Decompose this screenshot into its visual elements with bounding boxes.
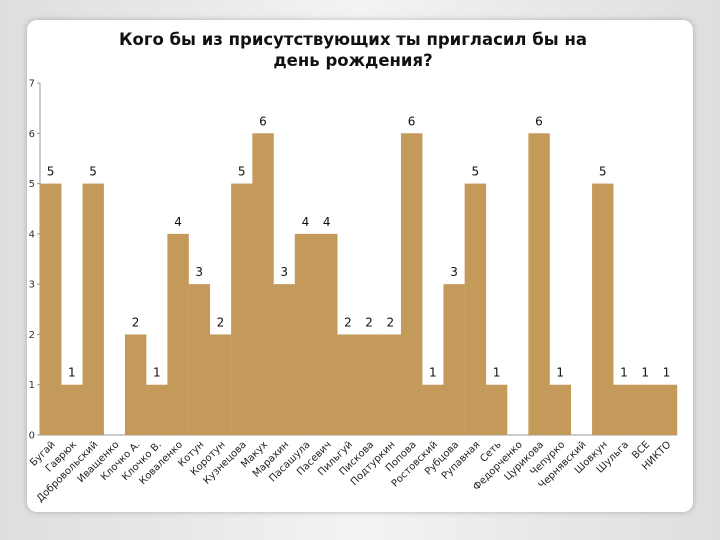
chart-bars	[40, 133, 678, 435]
data-label: 5	[89, 165, 97, 179]
data-label: 3	[195, 265, 203, 279]
data-label: 1	[429, 366, 437, 380]
data-label: 1	[556, 366, 564, 380]
bar	[146, 384, 168, 435]
data-label: 5	[599, 165, 607, 179]
data-label: 2	[387, 315, 395, 329]
data-label: 6	[408, 114, 416, 128]
y-tick-label: 1	[29, 380, 35, 391]
bar	[316, 233, 338, 435]
y-tick-label: 4	[29, 229, 35, 240]
bar	[273, 284, 295, 435]
bar	[528, 133, 550, 435]
y-tick-label: 0	[29, 431, 35, 442]
data-label: 5	[471, 165, 479, 179]
data-label: 4	[174, 215, 182, 229]
data-label: 2	[344, 315, 352, 329]
y-tick-label: 5	[29, 179, 35, 190]
data-label: 6	[535, 114, 543, 128]
bar	[485, 384, 508, 435]
data-label: 2	[217, 315, 225, 329]
data-label: 2	[132, 315, 140, 329]
data-label: 5	[238, 165, 246, 179]
data-label: 5	[47, 165, 55, 179]
bar	[634, 384, 656, 435]
data-label: 2	[365, 315, 373, 329]
bar-chart: Кого бы из присутствующих ты пригласил б…	[28, 30, 678, 505]
bar	[358, 334, 380, 435]
bar	[124, 334, 147, 435]
bar	[400, 133, 423, 435]
bar	[613, 384, 635, 435]
bar	[61, 384, 83, 435]
bar	[655, 384, 678, 435]
y-tick-label: 6	[29, 129, 35, 140]
data-label: 3	[450, 265, 458, 279]
data-label: 4	[302, 215, 310, 229]
data-label: 1	[663, 366, 671, 380]
data-label: 1	[153, 366, 161, 380]
data-label: 1	[641, 366, 649, 380]
chart-card: Кого бы из присутствующих ты пригласил б…	[27, 20, 693, 512]
data-label: 1	[493, 366, 501, 380]
data-label: 4	[323, 215, 331, 229]
bar	[294, 233, 317, 435]
data-label: 6	[259, 114, 267, 128]
bar	[549, 384, 572, 435]
data-label: 3	[280, 265, 288, 279]
bar	[443, 284, 465, 435]
bar	[82, 183, 104, 435]
chart-title-line-1: Кого бы из присутствующих ты пригласил б…	[119, 30, 587, 49]
data-label: 1	[620, 366, 628, 380]
chart-title-line-2: день рождения?	[273, 51, 432, 70]
y-tick-label: 3	[29, 280, 35, 291]
y-tick-label: 7	[29, 79, 35, 90]
bar	[167, 233, 189, 435]
bar	[379, 334, 402, 435]
bar	[337, 334, 359, 435]
bar	[209, 334, 232, 435]
bar	[592, 183, 614, 435]
y-tick-label: 2	[29, 330, 35, 341]
bar	[252, 133, 274, 435]
bar	[231, 183, 253, 435]
bar	[40, 183, 62, 435]
bar	[188, 284, 211, 435]
data-label: 1	[68, 366, 76, 380]
bar	[464, 183, 487, 435]
bar	[422, 384, 444, 435]
